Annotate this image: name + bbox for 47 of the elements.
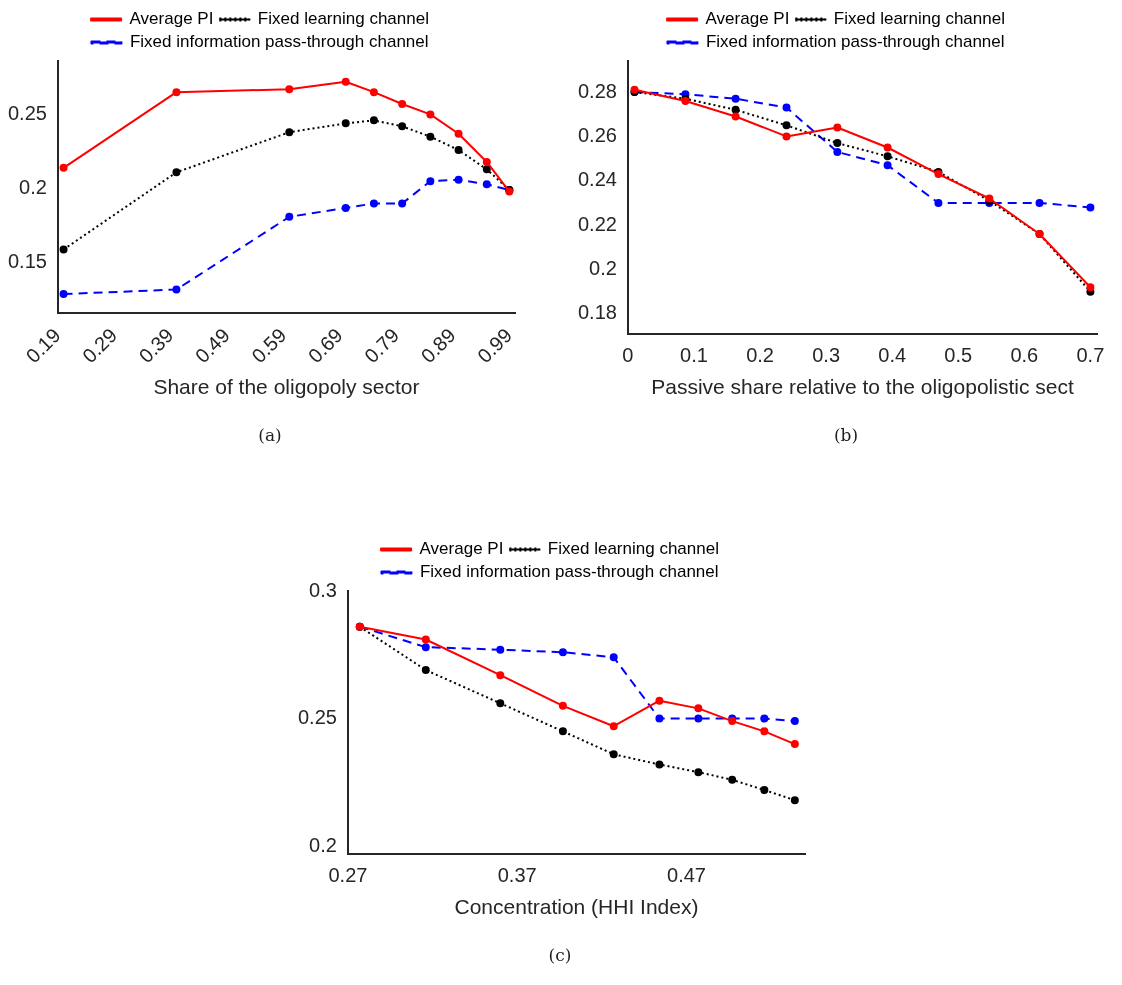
x-tick-label: 0.4 [878,344,907,367]
y-tick-label: 0.22 [577,212,617,235]
x-tick-label: 0.89 [416,323,460,368]
legend-label: Average PI [419,539,504,559]
x-tick-label: 0.27 [328,864,368,887]
y-tick-label: 0.25 [297,706,337,729]
text: (c) [547,945,573,965]
x-tick-label: 0.49 [190,323,234,368]
y-tick-label: 0.2 [19,176,47,199]
legend-label: Average PI [129,9,214,29]
x-tick-label: 0 [622,344,634,367]
x-tick-label: 0.99 [473,323,517,368]
legend-label: Fixed information pass-through channel [419,562,719,582]
x-tick-label: 0.39 [134,323,178,368]
x-axis-title: Passive share relative to the oligopolistic sect [651,375,1074,399]
legend-label: Fixed information pass-through channel [129,32,429,52]
y-tick-label: 0.2 [309,833,337,856]
text: (b) [832,425,860,445]
x-tick-label: 0.47 [667,864,706,887]
legend-label: Fixed information pass-through channel [705,32,1005,52]
x-tick-label: 0.37 [497,864,537,887]
x-axis-title: Concentration (HHI Index) [454,895,699,919]
x-tick-label: 0.79 [360,323,404,368]
y-tick-label: 0.3 [309,578,337,601]
x-tick-label: 0.69 [303,323,347,368]
x-tick-label: 0.3 [812,344,841,367]
x-tick-label: 0.7 [1076,344,1105,367]
y-tick-label: 0.2 [589,257,617,279]
legend-label: Fixed learning channel [547,539,719,559]
text: (a) [257,425,283,445]
x-tick-label: 0.29 [77,323,122,368]
legend-label: Fixed learning channel [833,9,1005,29]
x-tick-label: 0.6 [1010,344,1039,367]
y-tick-label: 0.15 [7,250,47,273]
y-tick-label: 0.24 [577,168,617,191]
x-tick-label: 0.1 [680,344,708,367]
x-tick-label: 0.59 [247,323,291,368]
x-tick-label: 0.19 [21,323,65,368]
y-tick-label: 0.18 [577,301,617,324]
legend-label: Average PI [705,9,790,29]
x-axis-title: Share of the oligopoly sector [153,375,420,399]
y-tick-label: 0.25 [7,101,47,124]
x-tick-label: 0.5 [944,344,973,367]
y-tick-label: 0.28 [577,79,617,102]
y-tick-label: 0.26 [577,123,617,146]
legend-label: Fixed learning channel [257,9,429,29]
x-tick-label: 0.2 [746,344,774,367]
